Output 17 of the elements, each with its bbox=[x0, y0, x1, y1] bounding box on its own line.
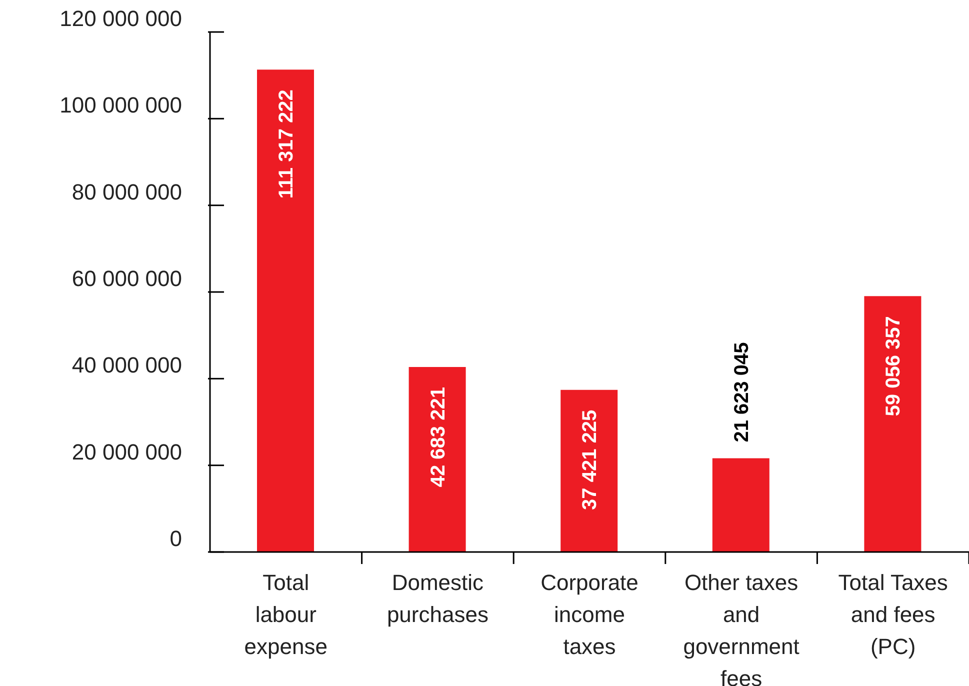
x-tick-label: Total Taxes and fees (PC) bbox=[838, 570, 948, 659]
x-tick-label: Other taxes and government fees bbox=[683, 570, 800, 686]
y-tick-label: 0 bbox=[170, 526, 182, 551]
y-tick-label: 120 000 000 bbox=[60, 6, 182, 31]
data-label: 21 623 045 bbox=[730, 342, 753, 442]
y-tick-label: 20 000 000 bbox=[72, 439, 182, 464]
data-label: 111 317 222 bbox=[276, 90, 298, 199]
y-tick-label: 40 000 000 bbox=[72, 352, 182, 378]
data-label: 37 421 225 bbox=[579, 410, 602, 510]
y-tick-label: 100 000 000 bbox=[60, 92, 182, 118]
data-label: 42 683 221 bbox=[427, 387, 450, 488]
y-tick-label: 60 000 000 bbox=[72, 266, 182, 291]
y-tick-label: 80 000 000 bbox=[72, 179, 182, 204]
x-tick-label: Total labour expense bbox=[244, 570, 328, 659]
data-label: 59 056 357 bbox=[882, 316, 905, 416]
x-tick-label: Corporate income taxes bbox=[540, 570, 638, 659]
x-tick-label: Domestic purchases bbox=[386, 570, 488, 627]
